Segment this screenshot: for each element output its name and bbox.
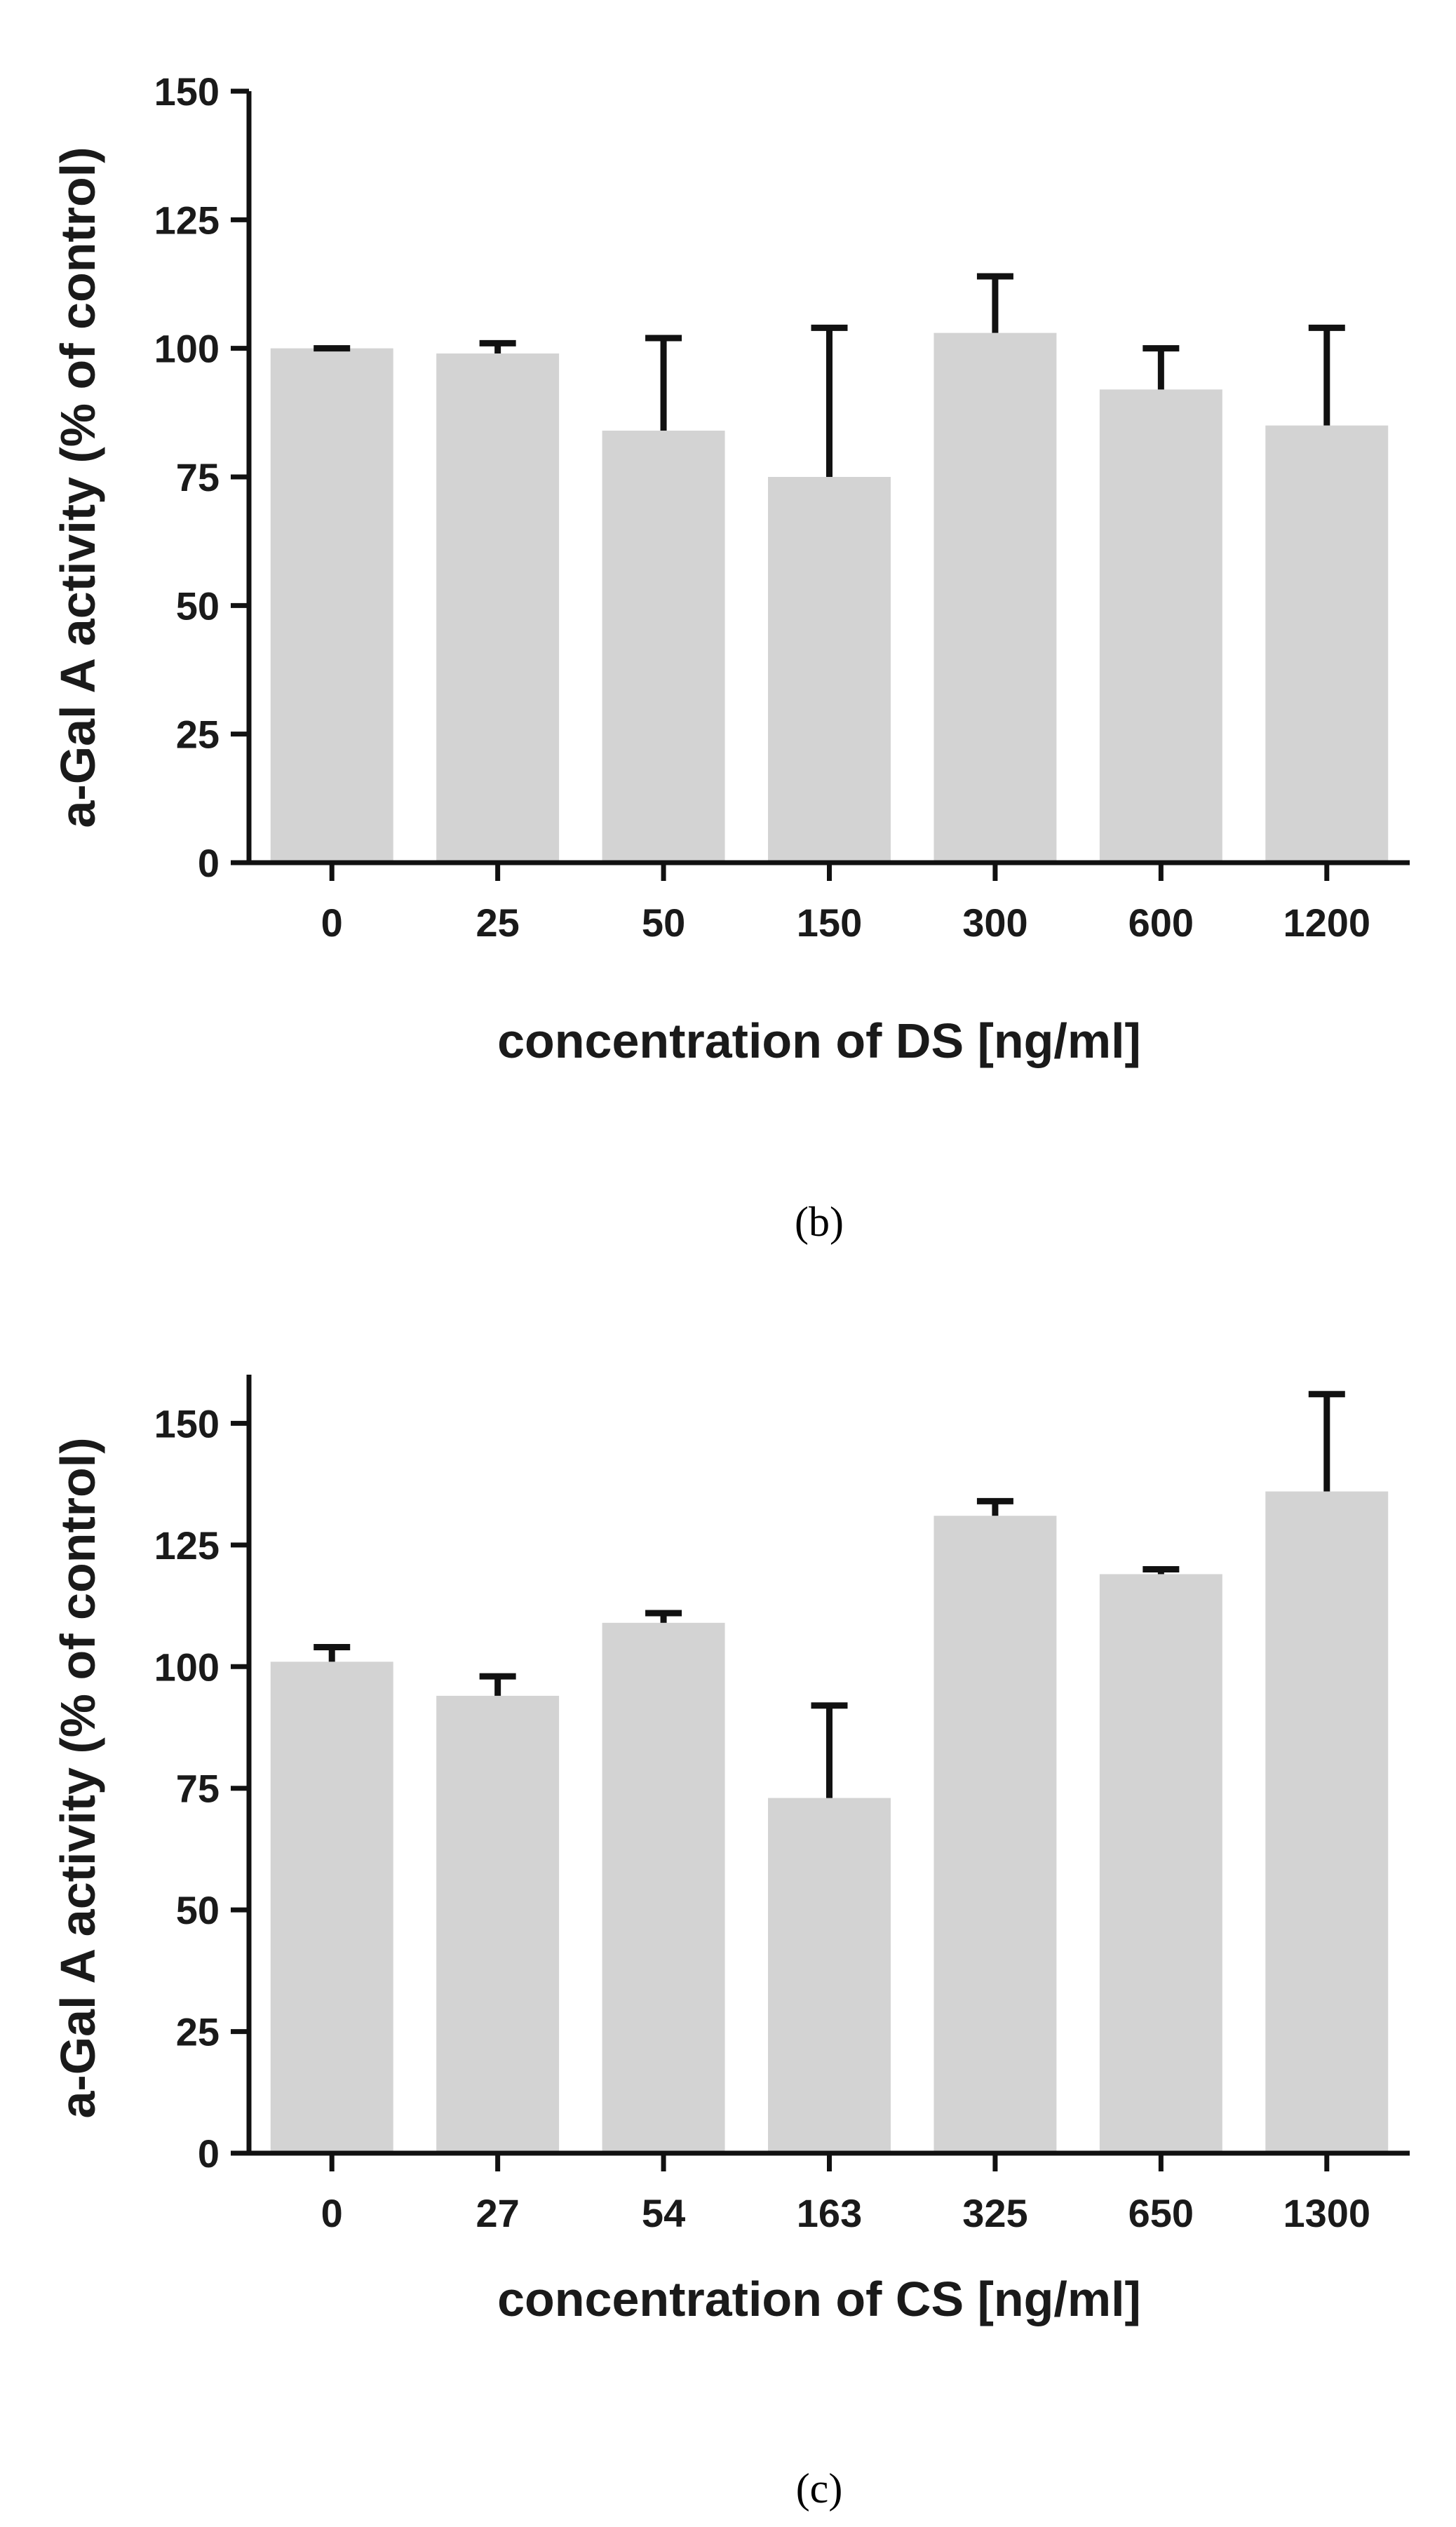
x-tick-label-325: 325 — [962, 2191, 1027, 2235]
error-bars-b — [314, 273, 1345, 477]
y-axis-c: 0 25 50 75 100 125 150 — [154, 1375, 252, 2176]
y-axis-title-c: a-Gal A activity (% of control) — [50, 1437, 105, 2118]
y-axis-title-b: a-Gal A activity (% of control) — [50, 147, 105, 828]
x-tick-label-54: 54 — [642, 2191, 685, 2235]
y-tick-label: 100 — [154, 327, 220, 371]
y-tick-label: 75 — [176, 1767, 220, 1811]
bar-0 — [270, 348, 393, 863]
bar-1200 — [1265, 425, 1389, 863]
panel-label-b: (b) — [795, 1199, 844, 1245]
chart-panel-b: a-Gal A activity (% of control) 0 25 50 75 1… — [50, 69, 1410, 1245]
y-tick-label: 125 — [154, 198, 220, 242]
y-tick-label: 150 — [154, 1401, 220, 1446]
bar-50 — [602, 431, 725, 863]
bar-0 — [270, 1662, 393, 2153]
x-tick-label-300: 300 — [962, 901, 1027, 945]
y-tick-label: 100 — [154, 1645, 220, 1689]
x-axis-b: 0 25 50 150 300 600 1200 — [247, 860, 1410, 945]
x-axis-title-b: concentration of DS [ng/ml] — [497, 1013, 1141, 1068]
y-tick-label: 0 — [198, 841, 220, 885]
x-tick-label-27: 27 — [476, 2191, 519, 2235]
x-tick-label-25: 25 — [476, 901, 519, 945]
y-tick-label: 50 — [176, 584, 220, 628]
x-tick-label-650: 650 — [1128, 2191, 1194, 2235]
y-tick-label: 25 — [176, 713, 220, 757]
x-tick-label-1200: 1200 — [1283, 901, 1370, 945]
bar-150 — [768, 477, 891, 863]
x-axis-title-c: concentration of CS [ng/ml] — [497, 2272, 1141, 2326]
chart-panel-c: a-Gal A activity (% of control) 0 25 50 75 1… — [50, 1375, 1410, 2512]
y-tick-label: 25 — [176, 2010, 220, 2054]
panel-label-c: (c) — [796, 2465, 843, 2512]
x-tick-label-163: 163 — [797, 2191, 862, 2235]
bar-25 — [436, 353, 560, 863]
bar-163 — [768, 1798, 891, 2153]
bar-1300 — [1265, 1491, 1389, 2153]
bar-300 — [933, 332, 1057, 863]
y-tick-label: 150 — [154, 69, 220, 114]
y-axis-b: 0 25 50 75 100 125 150 — [154, 69, 252, 885]
bars-c — [270, 1491, 1389, 2153]
x-tick-label-600: 600 — [1128, 901, 1194, 945]
x-tick-label-150: 150 — [797, 901, 862, 945]
y-tick-label: 125 — [154, 1523, 220, 1568]
x-axis-c: 0 27 54 163 325 650 1300 — [247, 2150, 1410, 2235]
y-tick-label: 50 — [176, 1888, 220, 1932]
x-tick-label-0: 0 — [321, 2191, 343, 2235]
bar-325 — [933, 1516, 1057, 2153]
y-tick-label: 75 — [176, 455, 220, 499]
x-tick-label-1300: 1300 — [1283, 2191, 1370, 2235]
bar-54 — [602, 1622, 725, 2153]
x-tick-label-50: 50 — [642, 901, 685, 945]
bar-27 — [436, 1695, 560, 2153]
x-tick-label-0: 0 — [321, 901, 343, 945]
bar-600 — [1099, 389, 1222, 863]
error-bars-c — [314, 1391, 1345, 1798]
y-tick-label: 0 — [198, 2131, 220, 2176]
bars-b — [270, 332, 1389, 863]
bar-650 — [1099, 1574, 1222, 2153]
